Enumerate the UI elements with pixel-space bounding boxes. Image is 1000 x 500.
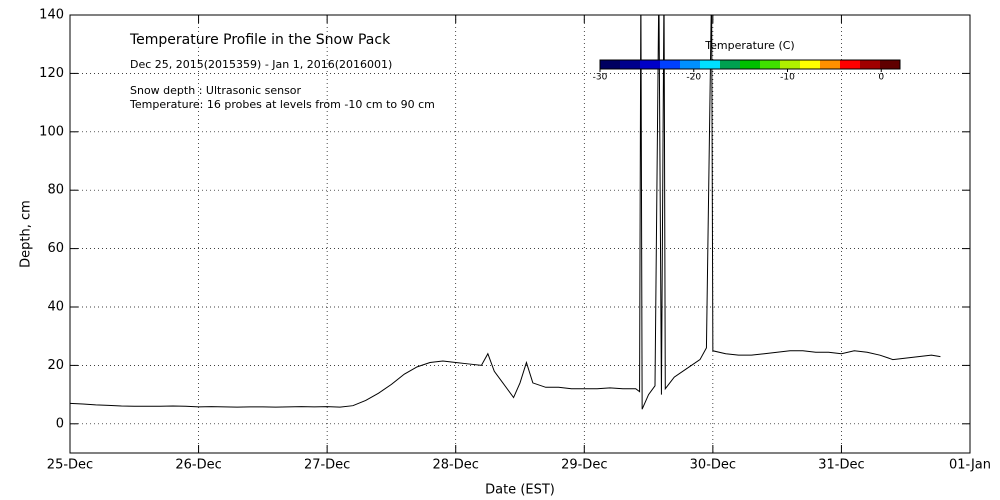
colorbar-swatch: [720, 60, 741, 69]
colorbar-swatch: [620, 60, 641, 69]
snow-depth-line: [70, 15, 941, 410]
subtitle: Dec 25, 2015(2015359) - Jan 1, 2016(2016…: [130, 58, 392, 71]
annotation: Temperature: 16 probes at levels from -1…: [129, 98, 435, 111]
x-tick-label: 27-Dec: [304, 458, 350, 473]
colorbar-swatch: [740, 60, 761, 69]
y-tick-label: 80: [47, 183, 64, 198]
plot-frame: [69, 14, 971, 454]
colorbar-swatch: [700, 60, 721, 69]
y-axis-label: Depth, cm: [19, 200, 34, 268]
y-tick-label: 0: [56, 416, 64, 431]
colorbar-tick-label: -10: [780, 73, 795, 83]
x-tick-label: 28-Dec: [433, 458, 479, 473]
colorbar-swatch: [820, 60, 841, 69]
colorbar-tick-label: 0: [878, 73, 884, 83]
x-tick-label: 30-Dec: [690, 458, 736, 473]
colorbar-swatch: [640, 60, 661, 69]
y-tick-label: 140: [39, 8, 64, 23]
y-tick-label: 100: [39, 124, 64, 139]
colorbar-swatch: [860, 60, 881, 69]
x-axis-label: Date (EST): [485, 483, 555, 498]
x-tick-label: 01-Jan: [949, 458, 991, 473]
colorbar-swatch: [680, 60, 701, 69]
x-tick-label: 26-Dec: [175, 458, 221, 473]
colorbar-tick-label: -20: [686, 73, 701, 83]
colorbar-swatch: [840, 60, 861, 69]
x-tick-label: 29-Dec: [561, 458, 607, 473]
y-tick-label: 120: [39, 66, 64, 81]
x-tick-label: 31-Dec: [818, 458, 864, 473]
y-tick-label: 20: [47, 358, 64, 373]
y-tick-label: 60: [47, 241, 64, 256]
colorbar-title: Temperature (C): [704, 39, 794, 52]
annotation: Snow depth : Ultrasonic sensor: [130, 84, 302, 97]
chart-title: Temperature Profile in the Snow Pack: [129, 32, 391, 48]
colorbar-swatch: [880, 60, 901, 69]
colorbar-swatch: [800, 60, 821, 69]
x-tick-label: 25-Dec: [47, 458, 93, 473]
colorbar-swatch: [660, 60, 681, 69]
y-tick-label: 40: [47, 300, 64, 315]
colorbar-frame: [599, 59, 901, 70]
colorbar-swatch: [760, 60, 781, 69]
colorbar-swatch: [600, 60, 621, 69]
colorbar-tick-label: -30: [593, 73, 608, 83]
colorbar-swatch: [780, 60, 801, 69]
